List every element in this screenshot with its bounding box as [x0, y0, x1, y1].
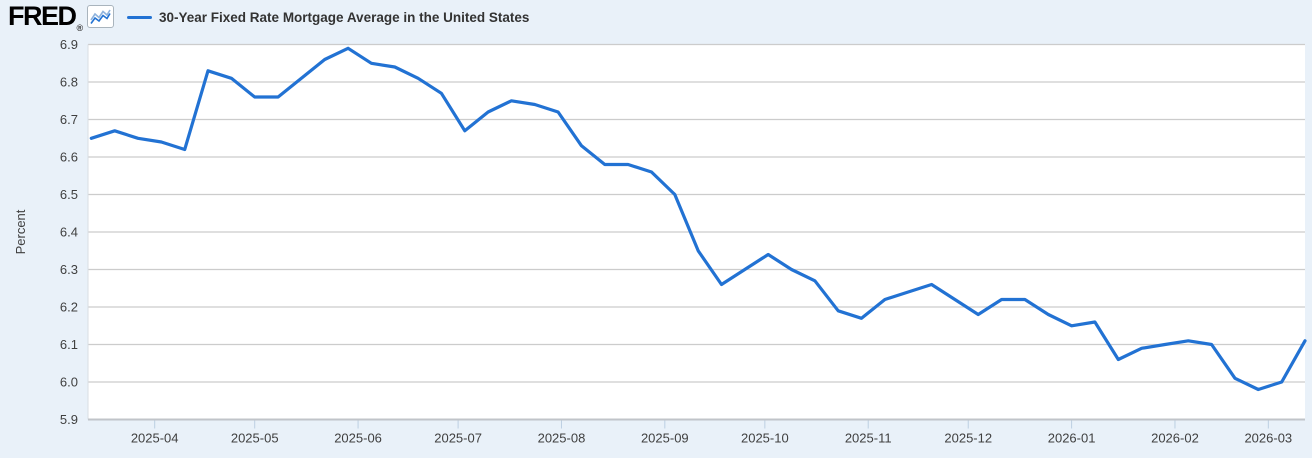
y-tick-label: 6.7 — [60, 112, 78, 127]
y-tick-label: 6.6 — [60, 150, 78, 165]
y-tick-label: 6.0 — [60, 375, 78, 390]
fred-logo-text: FRED — [8, 1, 77, 31]
x-tick-label: 2025-10 — [741, 431, 789, 446]
y-tick-label: 6.5 — [60, 187, 78, 202]
x-tick-label: 2025-11 — [845, 431, 892, 446]
x-tick-label: 2026-03 — [1244, 431, 1292, 446]
series-legend: 30-Year Fixed Rate Mortgage Average in t… — [127, 8, 529, 26]
y-tick-label: 6.2 — [60, 300, 78, 315]
line-chart-icon[interactable] — [87, 5, 114, 28]
y-tick-label: 5.9 — [60, 412, 78, 427]
x-tick-label: 2025-04 — [131, 431, 179, 446]
chart-header: FRED® 30-Year Fixed Rate Mortgage Averag… — [0, 0, 1312, 40]
x-tick-label: 2025-07 — [434, 431, 482, 446]
y-tick-label: 6.8 — [60, 75, 78, 90]
x-tick-label: 2025-08 — [538, 431, 586, 446]
line-chart-icon-glyph — [90, 9, 111, 24]
series-line-mortgage-rate[interactable] — [89, 46, 1307, 392]
x-tick-label: 2025-09 — [641, 431, 689, 446]
series-title[interactable]: 30-Year Fixed Rate Mortgage Average in t… — [159, 9, 530, 25]
y-tick-label: 6.4 — [60, 225, 78, 240]
fred-logo[interactable]: FRED® — [8, 1, 83, 43]
registered-trademark: ® — [76, 23, 84, 33]
y-axis-title: Percent — [13, 209, 28, 254]
x-tick-label: 2025-06 — [334, 431, 382, 446]
y-tick-label: 6.9 — [60, 37, 78, 52]
series-color-swatch — [127, 15, 152, 19]
x-tick-label: 2025-12 — [944, 431, 992, 446]
y-tick-label: 6.1 — [60, 337, 78, 352]
x-tick-label: 2025-05 — [231, 431, 279, 446]
y-tick-label: 6.3 — [60, 262, 78, 277]
x-tick-label: 2026-01 — [1048, 431, 1096, 446]
x-tick-label: 2026-02 — [1151, 431, 1199, 446]
